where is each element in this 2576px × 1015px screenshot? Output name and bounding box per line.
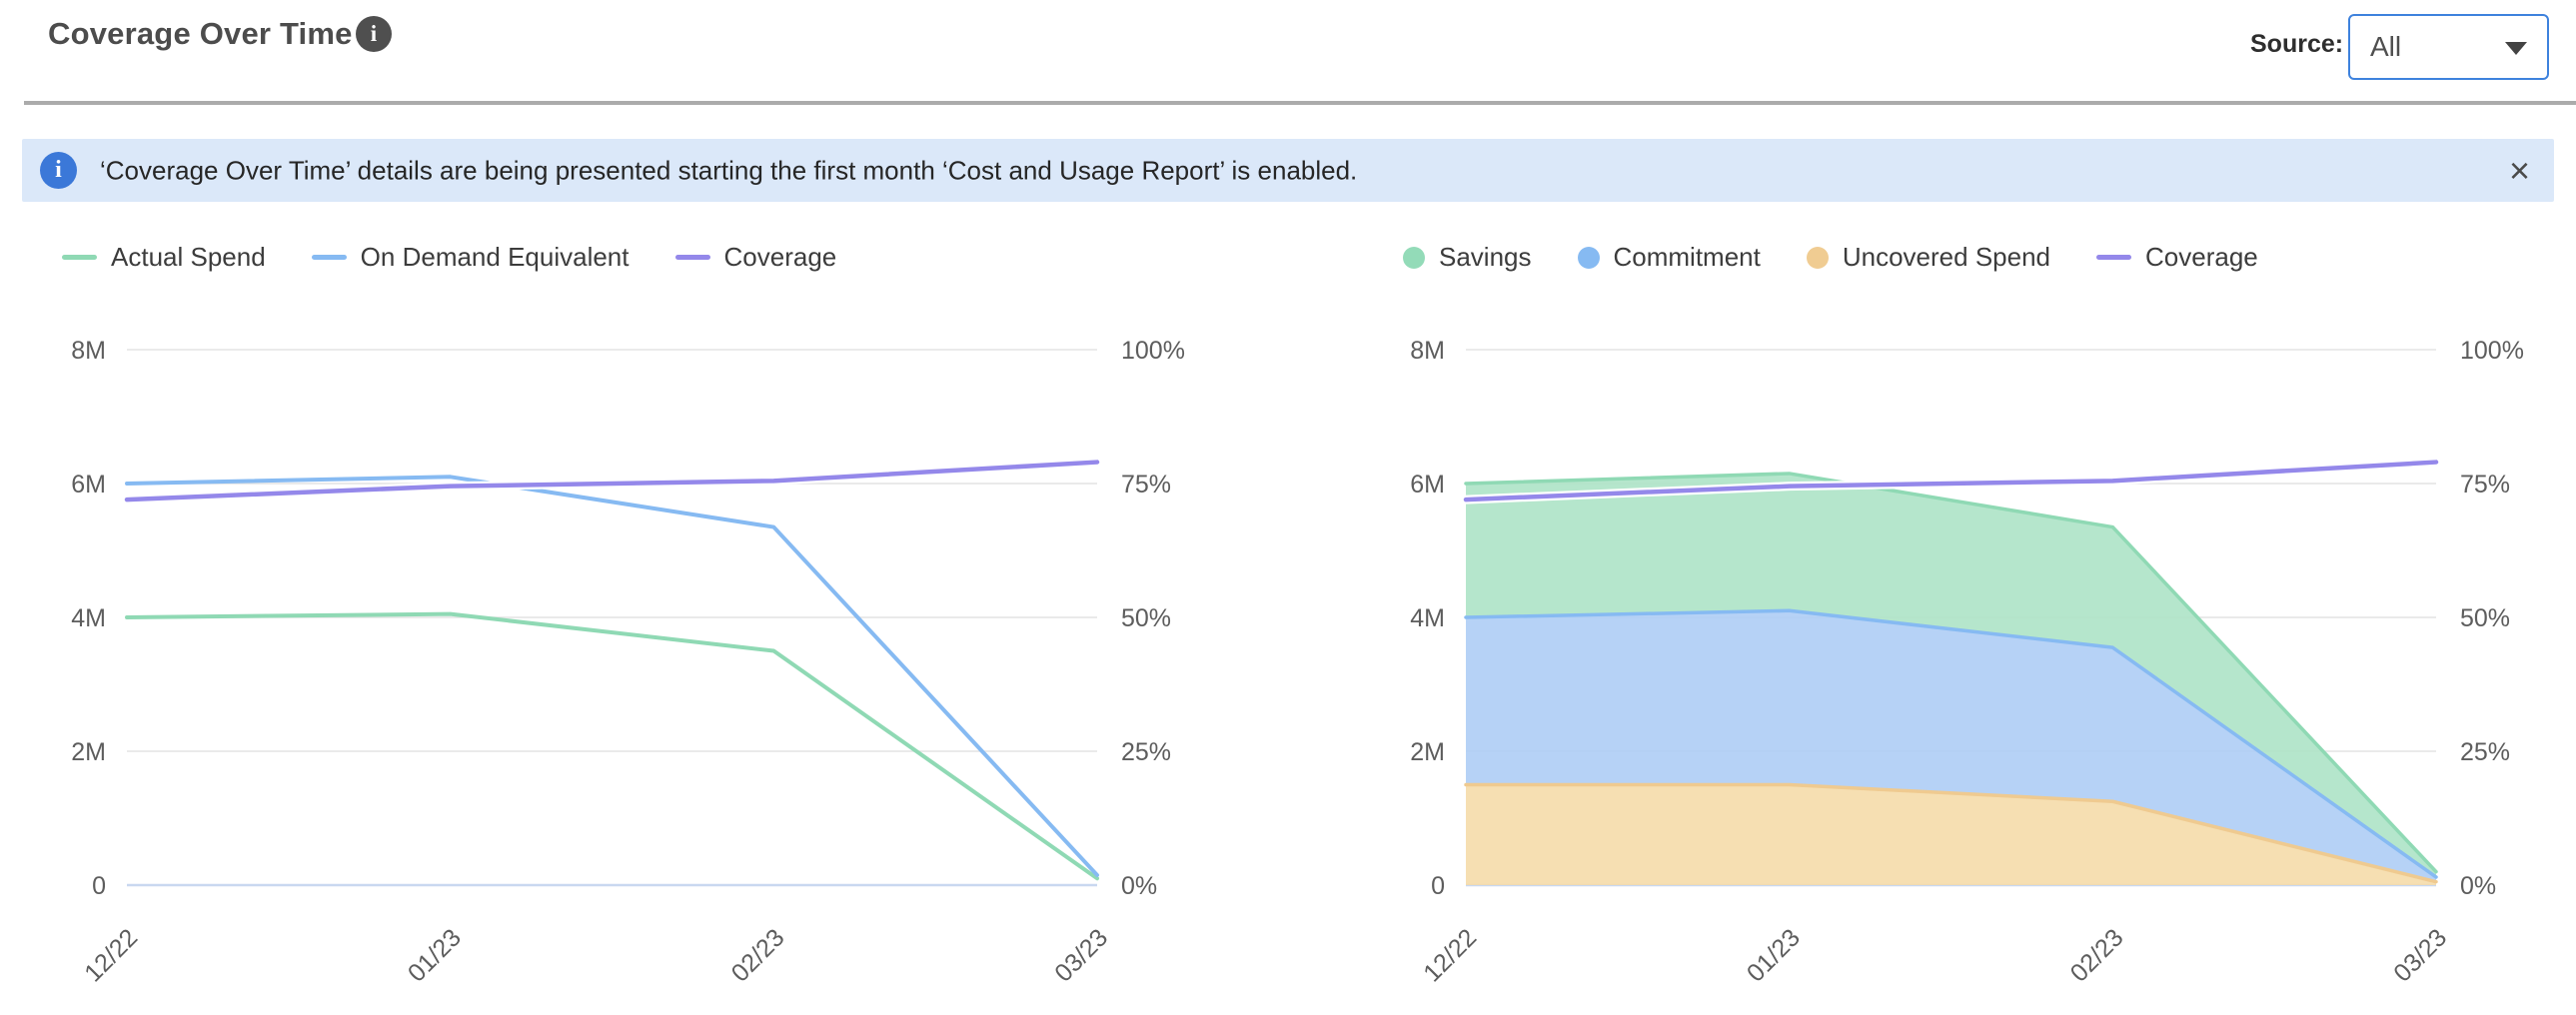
page-title: Coverage Over Time <box>48 16 353 51</box>
legend-label: Commitment <box>1613 242 1761 272</box>
banner-close-button[interactable]: × <box>2508 149 2530 191</box>
svg-text:0%: 0% <box>1121 872 1157 900</box>
svg-text:8M: 8M <box>71 337 106 365</box>
info-banner: i ‘Coverage Over Time’ details are being… <box>22 139 2554 202</box>
legend-item-coverage[interactable]: Coverage <box>674 242 837 273</box>
legend-line-chart: Actual Spend On Demand Equivalent Coverage <box>62 242 836 273</box>
svg-text:12/22: 12/22 <box>79 923 143 987</box>
svg-text:4M: 4M <box>71 604 106 632</box>
legend-item-actual-spend[interactable]: Actual Spend <box>62 242 266 273</box>
legend-item-savings[interactable]: Savings <box>1403 242 1532 273</box>
svg-text:100%: 100% <box>1121 337 1185 365</box>
svg-text:6M: 6M <box>1410 471 1445 499</box>
svg-text:2M: 2M <box>71 738 106 766</box>
svg-text:4M: 4M <box>1410 604 1445 632</box>
svg-text:50%: 50% <box>2460 604 2510 632</box>
header-divider <box>24 101 2576 105</box>
close-icon: × <box>2508 149 2530 191</box>
legend-label: Uncovered Spend <box>1842 242 2050 272</box>
legend-item-uncovered-spend[interactable]: Uncovered Spend <box>1806 242 2050 273</box>
info-glyph: i <box>370 21 378 46</box>
banner-text: ‘Coverage Over Time’ details are being p… <box>100 155 1358 185</box>
legend-label: Savings <box>1439 242 1532 272</box>
svg-text:50%: 50% <box>1121 604 1171 632</box>
legend-swatch-icon <box>62 255 97 260</box>
chevron-down-icon <box>2505 42 2527 55</box>
legend-item-commitment[interactable]: Commitment <box>1577 242 1761 273</box>
svg-text:6M: 6M <box>71 471 106 499</box>
info-glyph: i <box>55 157 62 183</box>
legend-swatch-icon <box>1577 246 1600 269</box>
source-label: Source: <box>2250 30 2344 58</box>
title-info-icon[interactable]: i <box>356 16 392 52</box>
legend-area-chart: Savings Commitment Uncovered Spend Coverage <box>1403 242 2258 273</box>
legend-label: Coverage <box>2145 242 2258 272</box>
source-selected-value: All <box>2370 31 2402 62</box>
svg-text:25%: 25% <box>1121 738 1171 766</box>
legend-swatch-icon <box>311 255 347 260</box>
svg-text:75%: 75% <box>2460 471 2510 499</box>
legend-label: Coverage <box>723 242 837 272</box>
legend-swatch-icon <box>1403 246 1425 269</box>
svg-text:01/23: 01/23 <box>1742 923 1806 987</box>
legend-swatch-icon <box>674 255 710 260</box>
svg-text:12/22: 12/22 <box>1418 923 1482 987</box>
legend-swatch-icon <box>2096 255 2131 260</box>
banner-info-icon: i <box>40 152 77 189</box>
svg-text:8M: 8M <box>1410 337 1445 365</box>
svg-text:0: 0 <box>1431 872 1445 900</box>
legend-item-on-demand-equivalent[interactable]: On Demand Equivalent <box>311 242 630 273</box>
legend-label: Actual Spend <box>111 242 266 272</box>
source-dropdown[interactable]: All <box>2348 14 2549 80</box>
coverage-stacked-area-chart[interactable]: 0 0% 2M 25% 4M 50% 6M 75% 8M 100% 12/22 01/23 02/23 0… <box>1369 286 2576 1015</box>
svg-text:02/23: 02/23 <box>726 923 790 987</box>
svg-text:100%: 100% <box>2460 337 2524 365</box>
legend-label: On Demand Equivalent <box>360 242 630 272</box>
svg-text:03/23: 03/23 <box>2388 923 2452 987</box>
coverage-line-chart[interactable]: 0 0% 2M 25% 4M 50% 6M 75% 8M 100% 12/22 01/23 02/23 0… <box>30 286 1269 1015</box>
svg-text:0%: 0% <box>2460 872 2496 900</box>
legend-item-coverage[interactable]: Coverage <box>2096 242 2258 273</box>
svg-text:75%: 75% <box>1121 471 1171 499</box>
svg-text:01/23: 01/23 <box>403 923 467 987</box>
svg-text:25%: 25% <box>2460 738 2510 766</box>
svg-text:02/23: 02/23 <box>2065 923 2129 987</box>
svg-text:0: 0 <box>92 872 106 900</box>
legend-swatch-icon <box>1806 246 1829 269</box>
svg-text:03/23: 03/23 <box>1049 923 1113 987</box>
svg-text:2M: 2M <box>1410 738 1445 766</box>
